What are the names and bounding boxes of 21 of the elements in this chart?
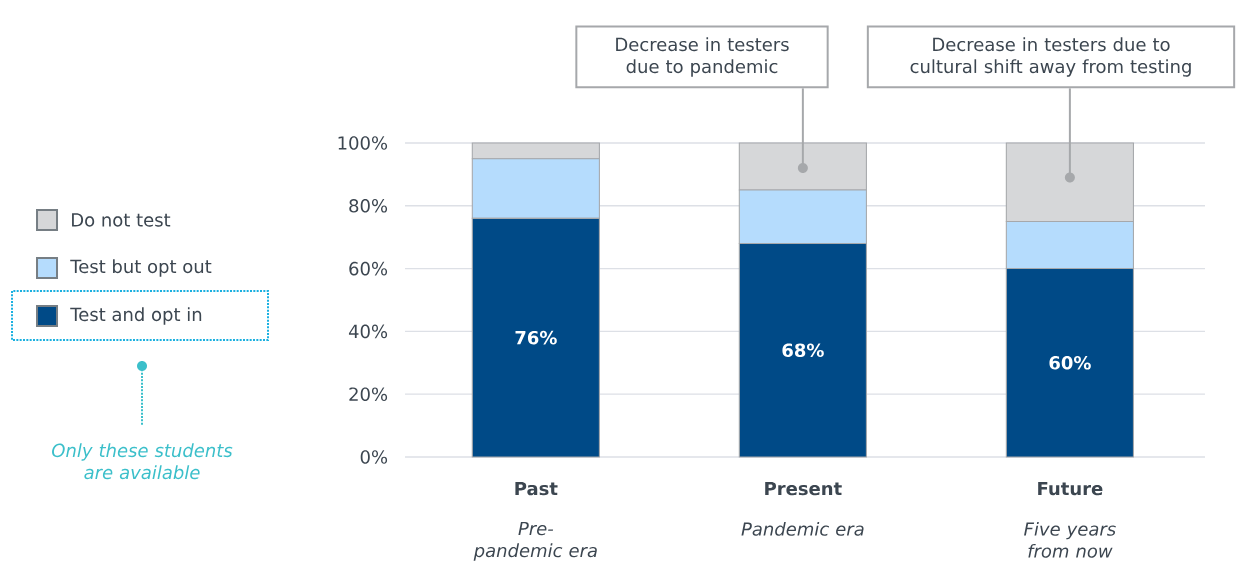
annotation: Decrease in testers due to cultural shift away from testing bbox=[910, 37, 1191, 77]
legend-label: Test but opt out bbox=[70, 259, 212, 277]
y-tick-label: 20% bbox=[349, 387, 388, 402]
annotation: Decrease in testers due to pandemic bbox=[616, 37, 789, 77]
x-tick-label: Future bbox=[1038, 482, 1103, 496]
text: Pre-pandemic era bbox=[473, 522, 597, 561]
data-label: 68% bbox=[782, 343, 824, 358]
y-tick-label: 80% bbox=[349, 199, 388, 213]
legend-label: Do not test bbox=[72, 213, 171, 227]
y-tick-label: 40% bbox=[348, 324, 388, 339]
text: Pandemic era bbox=[741, 522, 864, 536]
y-tick-label: 100% bbox=[338, 136, 388, 150]
data-label: 60% bbox=[1049, 356, 1091, 370]
x-tick-label: Present bbox=[765, 482, 842, 496]
y-tick-label: 0% bbox=[360, 450, 388, 464]
legend-label: Test and opt in bbox=[70, 307, 202, 325]
y-tick-label: 60% bbox=[349, 261, 388, 276]
data-label: 76% bbox=[515, 330, 557, 345]
text: Only these students are available bbox=[52, 443, 233, 480]
x-tick-label: Past bbox=[515, 482, 558, 496]
text: Five years from now bbox=[1024, 522, 1116, 558]
